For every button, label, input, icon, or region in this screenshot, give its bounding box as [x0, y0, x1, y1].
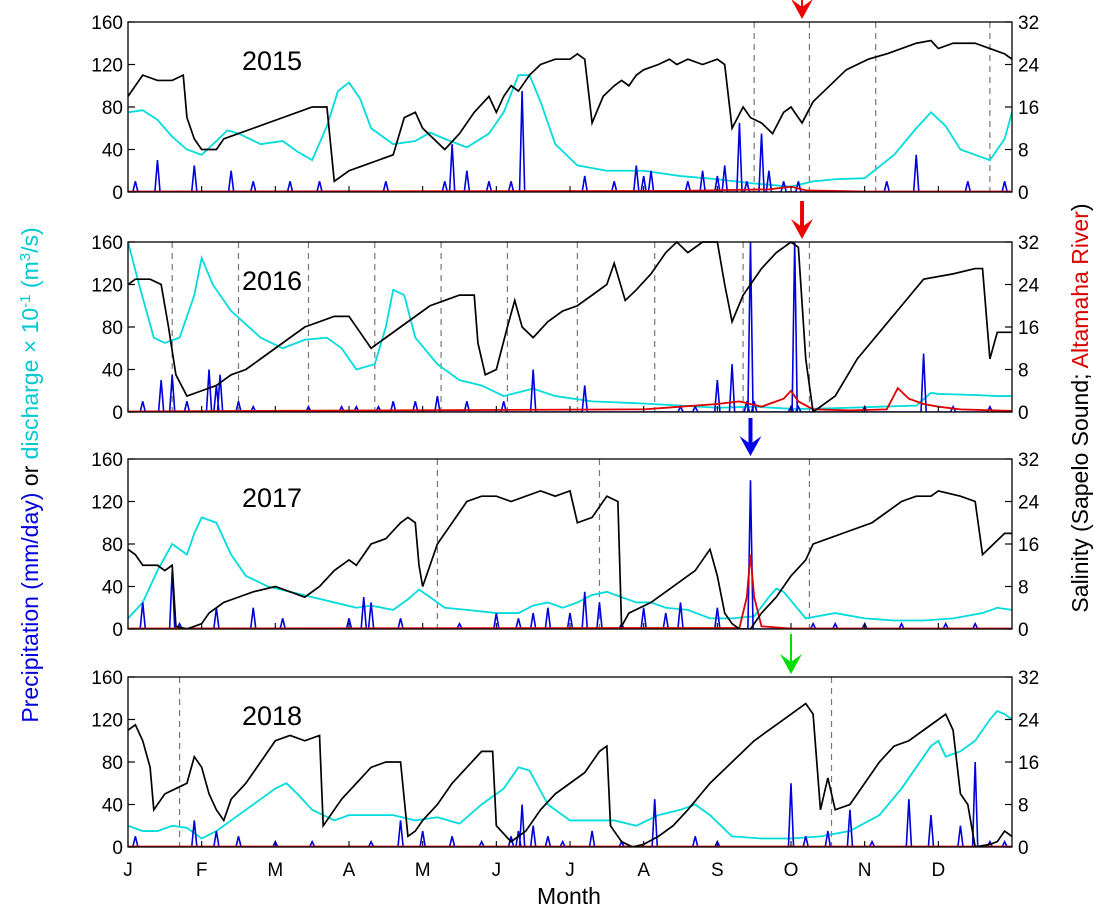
right-tick-label: 8	[1018, 141, 1029, 162]
right-tick-label: 16	[1018, 753, 1039, 774]
month-tick-label: J	[492, 860, 502, 881]
month-tick-label: S	[711, 860, 724, 881]
left-tick-label: 0	[112, 403, 123, 424]
right-tick-label: 8	[1018, 361, 1029, 382]
left-tick-label: 0	[112, 838, 123, 859]
left-tick-label: 40	[102, 361, 123, 382]
left-tick-label: 40	[102, 796, 123, 817]
year-label: 2015	[242, 46, 302, 76]
month-tick-label: O	[784, 860, 799, 881]
panel-2018: 0 40 80 120 160 0 8 16 24 32 2018	[91, 634, 1040, 859]
left-tick-label: 80	[102, 535, 123, 556]
left-tick-label: 120	[91, 56, 123, 77]
right-tick-label: 24	[1018, 493, 1040, 514]
month-tick-label: J	[565, 860, 575, 881]
left-axis-label: Precipitation (mm/day) or discharge × 10…	[17, 227, 44, 722]
right-axis-label: Salinity (Sapelo Sound; Altamaha River)	[1067, 203, 1093, 612]
month-tick-label: A	[637, 860, 650, 881]
right-tick-label: 0	[1018, 838, 1029, 859]
left-tick-label: 160	[91, 668, 123, 689]
x-axis-label: Month	[537, 883, 601, 909]
right-tick-label: 8	[1018, 578, 1029, 599]
left-tick-label: 80	[102, 318, 123, 339]
right-tick-label: 16	[1018, 98, 1039, 119]
discharge-line	[128, 709, 1012, 840]
right-tick-label: 24	[1018, 56, 1040, 77]
right-tick-label: 24	[1018, 711, 1040, 732]
sapelo-salinity-line	[128, 39, 1012, 183]
left-tick-label: 160	[91, 13, 123, 34]
right-tick-label: 32	[1018, 13, 1039, 34]
precipitation-line	[128, 91, 1012, 192]
right-tick-label: 16	[1018, 318, 1039, 339]
month-tick-label: D	[931, 860, 945, 881]
right-tick-label: 24	[1018, 276, 1040, 297]
left-tick-label: 160	[91, 450, 123, 471]
left-tick-label: 0	[112, 183, 123, 204]
year-label: 2018	[242, 701, 302, 731]
month-tick-label: N	[858, 860, 872, 881]
month-tick-label: A	[343, 860, 356, 881]
panel-2017: 0 40 80 120 160 0 8 16 24 32 2017	[91, 418, 1040, 641]
event-arrow	[780, 634, 802, 674]
left-tick-label: 80	[102, 753, 123, 774]
left-tick-label: 120	[91, 276, 123, 297]
year-label: 2016	[242, 266, 302, 296]
month-tick-label: J	[123, 860, 133, 881]
left-tick-label: 160	[91, 233, 123, 254]
precipitation-line	[128, 761, 1012, 847]
year-label: 2017	[242, 483, 302, 513]
right-tick-label: 32	[1018, 450, 1039, 471]
right-tick-label: 0	[1018, 620, 1029, 641]
precipitation-line	[128, 241, 1012, 412]
right-tick-label: 32	[1018, 233, 1039, 254]
altamaha-salinity-line	[128, 185, 1012, 192]
discharge-line	[128, 516, 1012, 622]
panel-2015: 0 40 80 120 160 0 8 16 24 32 2015	[91, 0, 1040, 204]
event-arrow	[791, 201, 814, 239]
event-arrow	[739, 418, 762, 456]
event-arrow	[791, 0, 813, 19]
altamaha-salinity-line	[128, 554, 1012, 629]
month-tick-label: M	[267, 860, 283, 881]
right-tick-label: 16	[1018, 535, 1039, 556]
right-tick-label: 0	[1018, 403, 1029, 424]
discharge-line	[128, 74, 1012, 188]
sapelo-salinity-line	[128, 489, 1012, 629]
left-tick-label: 40	[102, 578, 123, 599]
panels: 0408012016008162432201504080120160081624…	[91, 0, 1040, 859]
right-tick-label: 0	[1018, 183, 1029, 204]
left-tick-label: 120	[91, 711, 123, 732]
sapelo-salinity-line	[128, 702, 1012, 847]
month-tick-label: F	[196, 860, 208, 881]
left-tick-label: 0	[112, 620, 123, 641]
right-tick-label: 8	[1018, 796, 1029, 817]
month-tick-label: M	[415, 860, 431, 881]
panel-2016: 0 40 80 120 160 0 8 16 24 32 2016	[91, 201, 1040, 424]
left-tick-label: 120	[91, 493, 123, 514]
altamaha-salinity-line	[128, 386, 1012, 412]
left-tick-label: 80	[102, 98, 123, 119]
right-tick-label: 32	[1018, 668, 1039, 689]
left-tick-label: 40	[102, 141, 123, 162]
sapelo-salinity-line	[128, 240, 1012, 412]
discharge-line	[128, 241, 1012, 410]
